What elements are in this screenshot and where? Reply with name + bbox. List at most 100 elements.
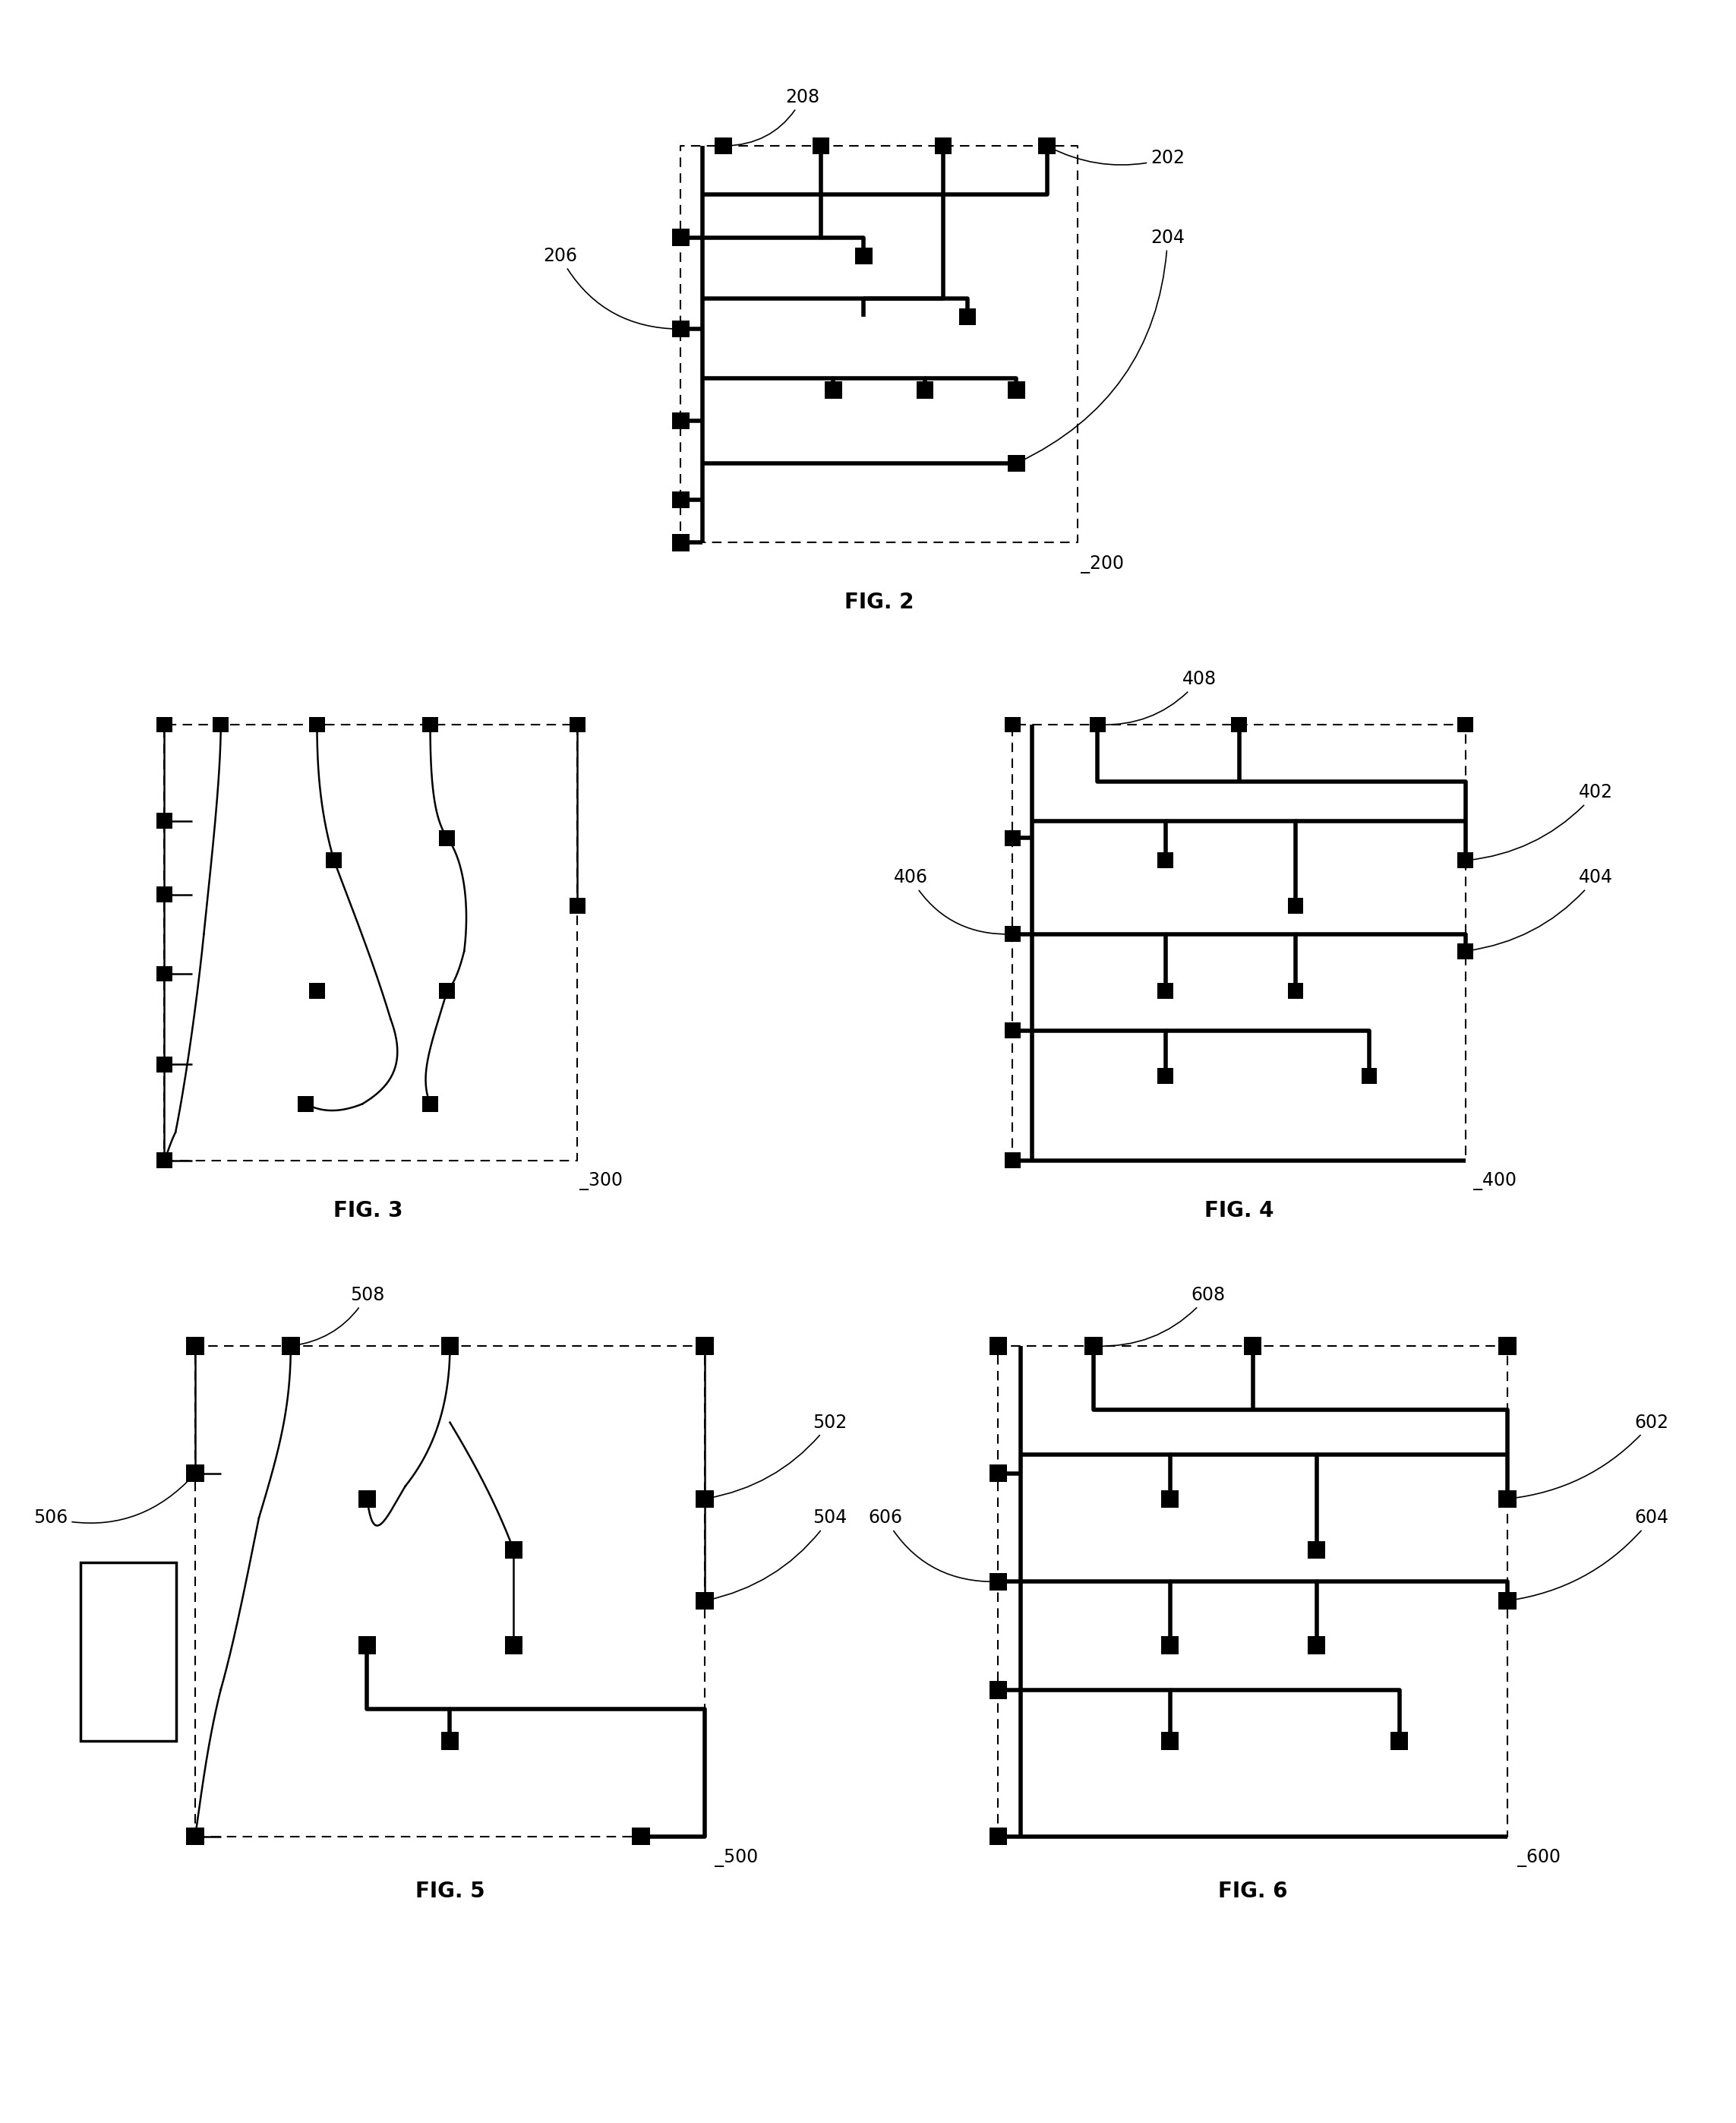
Bar — [281, 1337, 300, 1354]
Bar — [672, 535, 689, 552]
Text: 204: 204 — [1019, 229, 1184, 463]
Bar — [309, 983, 325, 998]
Bar — [1005, 1153, 1021, 1168]
Bar — [1158, 983, 1174, 998]
Bar — [439, 830, 455, 845]
Bar — [1005, 1023, 1021, 1038]
Text: 508: 508 — [293, 1287, 384, 1346]
Bar — [1458, 718, 1474, 732]
Bar — [958, 308, 976, 325]
Bar — [934, 138, 951, 155]
Text: 406: 406 — [894, 868, 1010, 934]
Text: 606: 606 — [868, 1509, 996, 1582]
Text: 404: 404 — [1467, 868, 1613, 951]
Bar — [672, 412, 689, 429]
Bar — [1090, 718, 1106, 732]
Text: ̲500: ̲500 — [724, 1849, 759, 1868]
Bar — [1498, 1337, 1517, 1354]
Bar — [1161, 1732, 1179, 1749]
Bar — [299, 1095, 314, 1112]
Text: FIG. 5: FIG. 5 — [415, 1881, 484, 1902]
Bar — [1288, 983, 1304, 998]
Text: 602: 602 — [1510, 1414, 1668, 1499]
Bar — [1307, 1637, 1325, 1654]
Bar — [358, 1490, 377, 1507]
Bar — [812, 138, 830, 155]
Bar — [214, 718, 229, 732]
Bar — [1458, 943, 1474, 960]
Bar — [825, 382, 842, 399]
Text: FIG. 4: FIG. 4 — [1205, 1199, 1274, 1221]
Bar — [309, 718, 325, 732]
Text: 506: 506 — [33, 1475, 194, 1526]
Bar — [696, 1592, 713, 1609]
Bar — [672, 229, 689, 246]
Bar — [696, 1490, 713, 1507]
Bar — [156, 966, 172, 981]
Bar — [990, 1465, 1007, 1482]
Bar — [505, 1637, 523, 1654]
Bar — [80, 1563, 175, 1741]
Bar — [569, 898, 585, 913]
Text: FIG. 6: FIG. 6 — [1219, 1881, 1288, 1902]
Bar — [672, 321, 689, 338]
Bar — [1005, 830, 1021, 845]
Bar — [1009, 382, 1024, 399]
Bar — [422, 718, 437, 732]
Bar — [1288, 898, 1304, 913]
Bar — [1458, 853, 1474, 868]
Bar — [990, 1337, 1007, 1354]
Text: ̲600: ̲600 — [1526, 1849, 1561, 1868]
Bar — [1498, 1490, 1517, 1507]
Bar — [715, 138, 733, 155]
Text: 402: 402 — [1467, 783, 1613, 860]
Bar — [1158, 853, 1174, 868]
Bar — [186, 1337, 205, 1354]
Bar — [990, 1573, 1007, 1590]
Bar — [358, 1637, 377, 1654]
Bar — [422, 1095, 437, 1112]
Bar — [156, 813, 172, 828]
Bar — [1009, 454, 1024, 471]
Text: 502: 502 — [707, 1414, 847, 1499]
Bar — [156, 1057, 172, 1072]
Bar — [1307, 1541, 1325, 1558]
Text: 202: 202 — [1049, 146, 1184, 168]
Bar — [156, 887, 172, 902]
Text: 206: 206 — [543, 246, 679, 329]
Bar — [1085, 1337, 1102, 1354]
Text: ̲300: ̲300 — [589, 1172, 623, 1191]
Bar — [990, 1681, 1007, 1698]
Bar — [441, 1732, 458, 1749]
Bar — [696, 1337, 713, 1354]
Bar — [1158, 1068, 1174, 1083]
Bar — [990, 1828, 1007, 1845]
Bar — [156, 1153, 172, 1168]
Text: FIG. 3: FIG. 3 — [333, 1199, 403, 1221]
Text: 604: 604 — [1510, 1509, 1668, 1601]
Bar — [1361, 1068, 1377, 1083]
Bar — [186, 1828, 205, 1845]
Bar — [441, 1337, 458, 1354]
Text: 504: 504 — [707, 1509, 847, 1601]
Text: FIG. 2: FIG. 2 — [844, 592, 913, 614]
Bar — [1391, 1732, 1408, 1749]
Bar — [156, 718, 172, 732]
Bar — [186, 1465, 205, 1482]
Bar — [856, 246, 871, 265]
Text: 408: 408 — [1099, 671, 1217, 724]
Text: ̲400: ̲400 — [1483, 1172, 1517, 1191]
Bar — [1245, 1337, 1262, 1354]
Bar — [917, 382, 934, 399]
Bar — [672, 490, 689, 510]
Text: 208: 208 — [726, 87, 819, 146]
Bar — [1161, 1490, 1179, 1507]
Bar — [1498, 1592, 1517, 1609]
Bar — [1161, 1637, 1179, 1654]
Text: 608: 608 — [1095, 1287, 1226, 1346]
Bar — [1005, 926, 1021, 943]
Bar — [1005, 718, 1021, 732]
Bar — [1038, 138, 1055, 155]
Bar — [439, 983, 455, 998]
Text: ̲200: ̲200 — [1090, 554, 1123, 573]
